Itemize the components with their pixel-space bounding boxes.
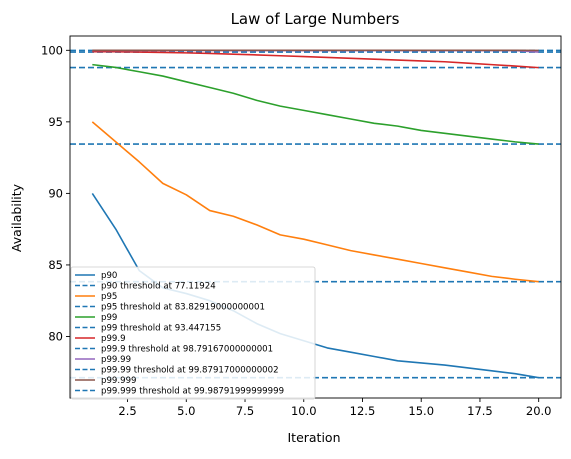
y-tick-label: 90 [48, 186, 63, 200]
legend-label: p99.9 threshold at 98.79167000000001 [101, 345, 273, 355]
legend-label: p99.9 [101, 334, 126, 344]
legend-label: p99 threshold at 93.447155 [101, 324, 221, 334]
legend-label: p95 [101, 292, 117, 302]
y-tick-label: 80 [48, 329, 63, 343]
x-tick-label: 20.0 [526, 404, 552, 418]
x-tick-label: 10.0 [291, 404, 317, 418]
legend-label: p90 threshold at 77.11924 [101, 282, 216, 292]
legend-label: p90 [101, 271, 117, 281]
legend-label: p99.99 threshold at 99.87917000000002 [101, 366, 279, 376]
x-tick-label: 15.0 [408, 404, 434, 418]
y-axis-label: Availability [9, 183, 24, 252]
x-tick-label: 12.5 [350, 404, 376, 418]
legend-label: p99.99 [101, 355, 131, 365]
chart-title: Law of Large Numbers [231, 10, 400, 28]
legend-label: p95 threshold at 83.82919000000001 [101, 303, 265, 313]
legend-label: p99 [101, 313, 117, 323]
x-tick-label: 17.5 [467, 404, 493, 418]
x-axis-label: Iteration [287, 430, 340, 445]
x-tick-label: 2.5 [118, 404, 136, 418]
y-tick-label: 95 [48, 115, 63, 129]
x-tick-label: 5.0 [177, 404, 195, 418]
y-tick-label: 85 [48, 258, 63, 272]
legend-label: p99.999 [101, 376, 137, 386]
legend-label: p99.999 threshold at 99.98791999999999 [101, 387, 284, 397]
x-tick-label: 7.5 [236, 404, 254, 418]
y-tick-label: 100 [41, 43, 63, 57]
